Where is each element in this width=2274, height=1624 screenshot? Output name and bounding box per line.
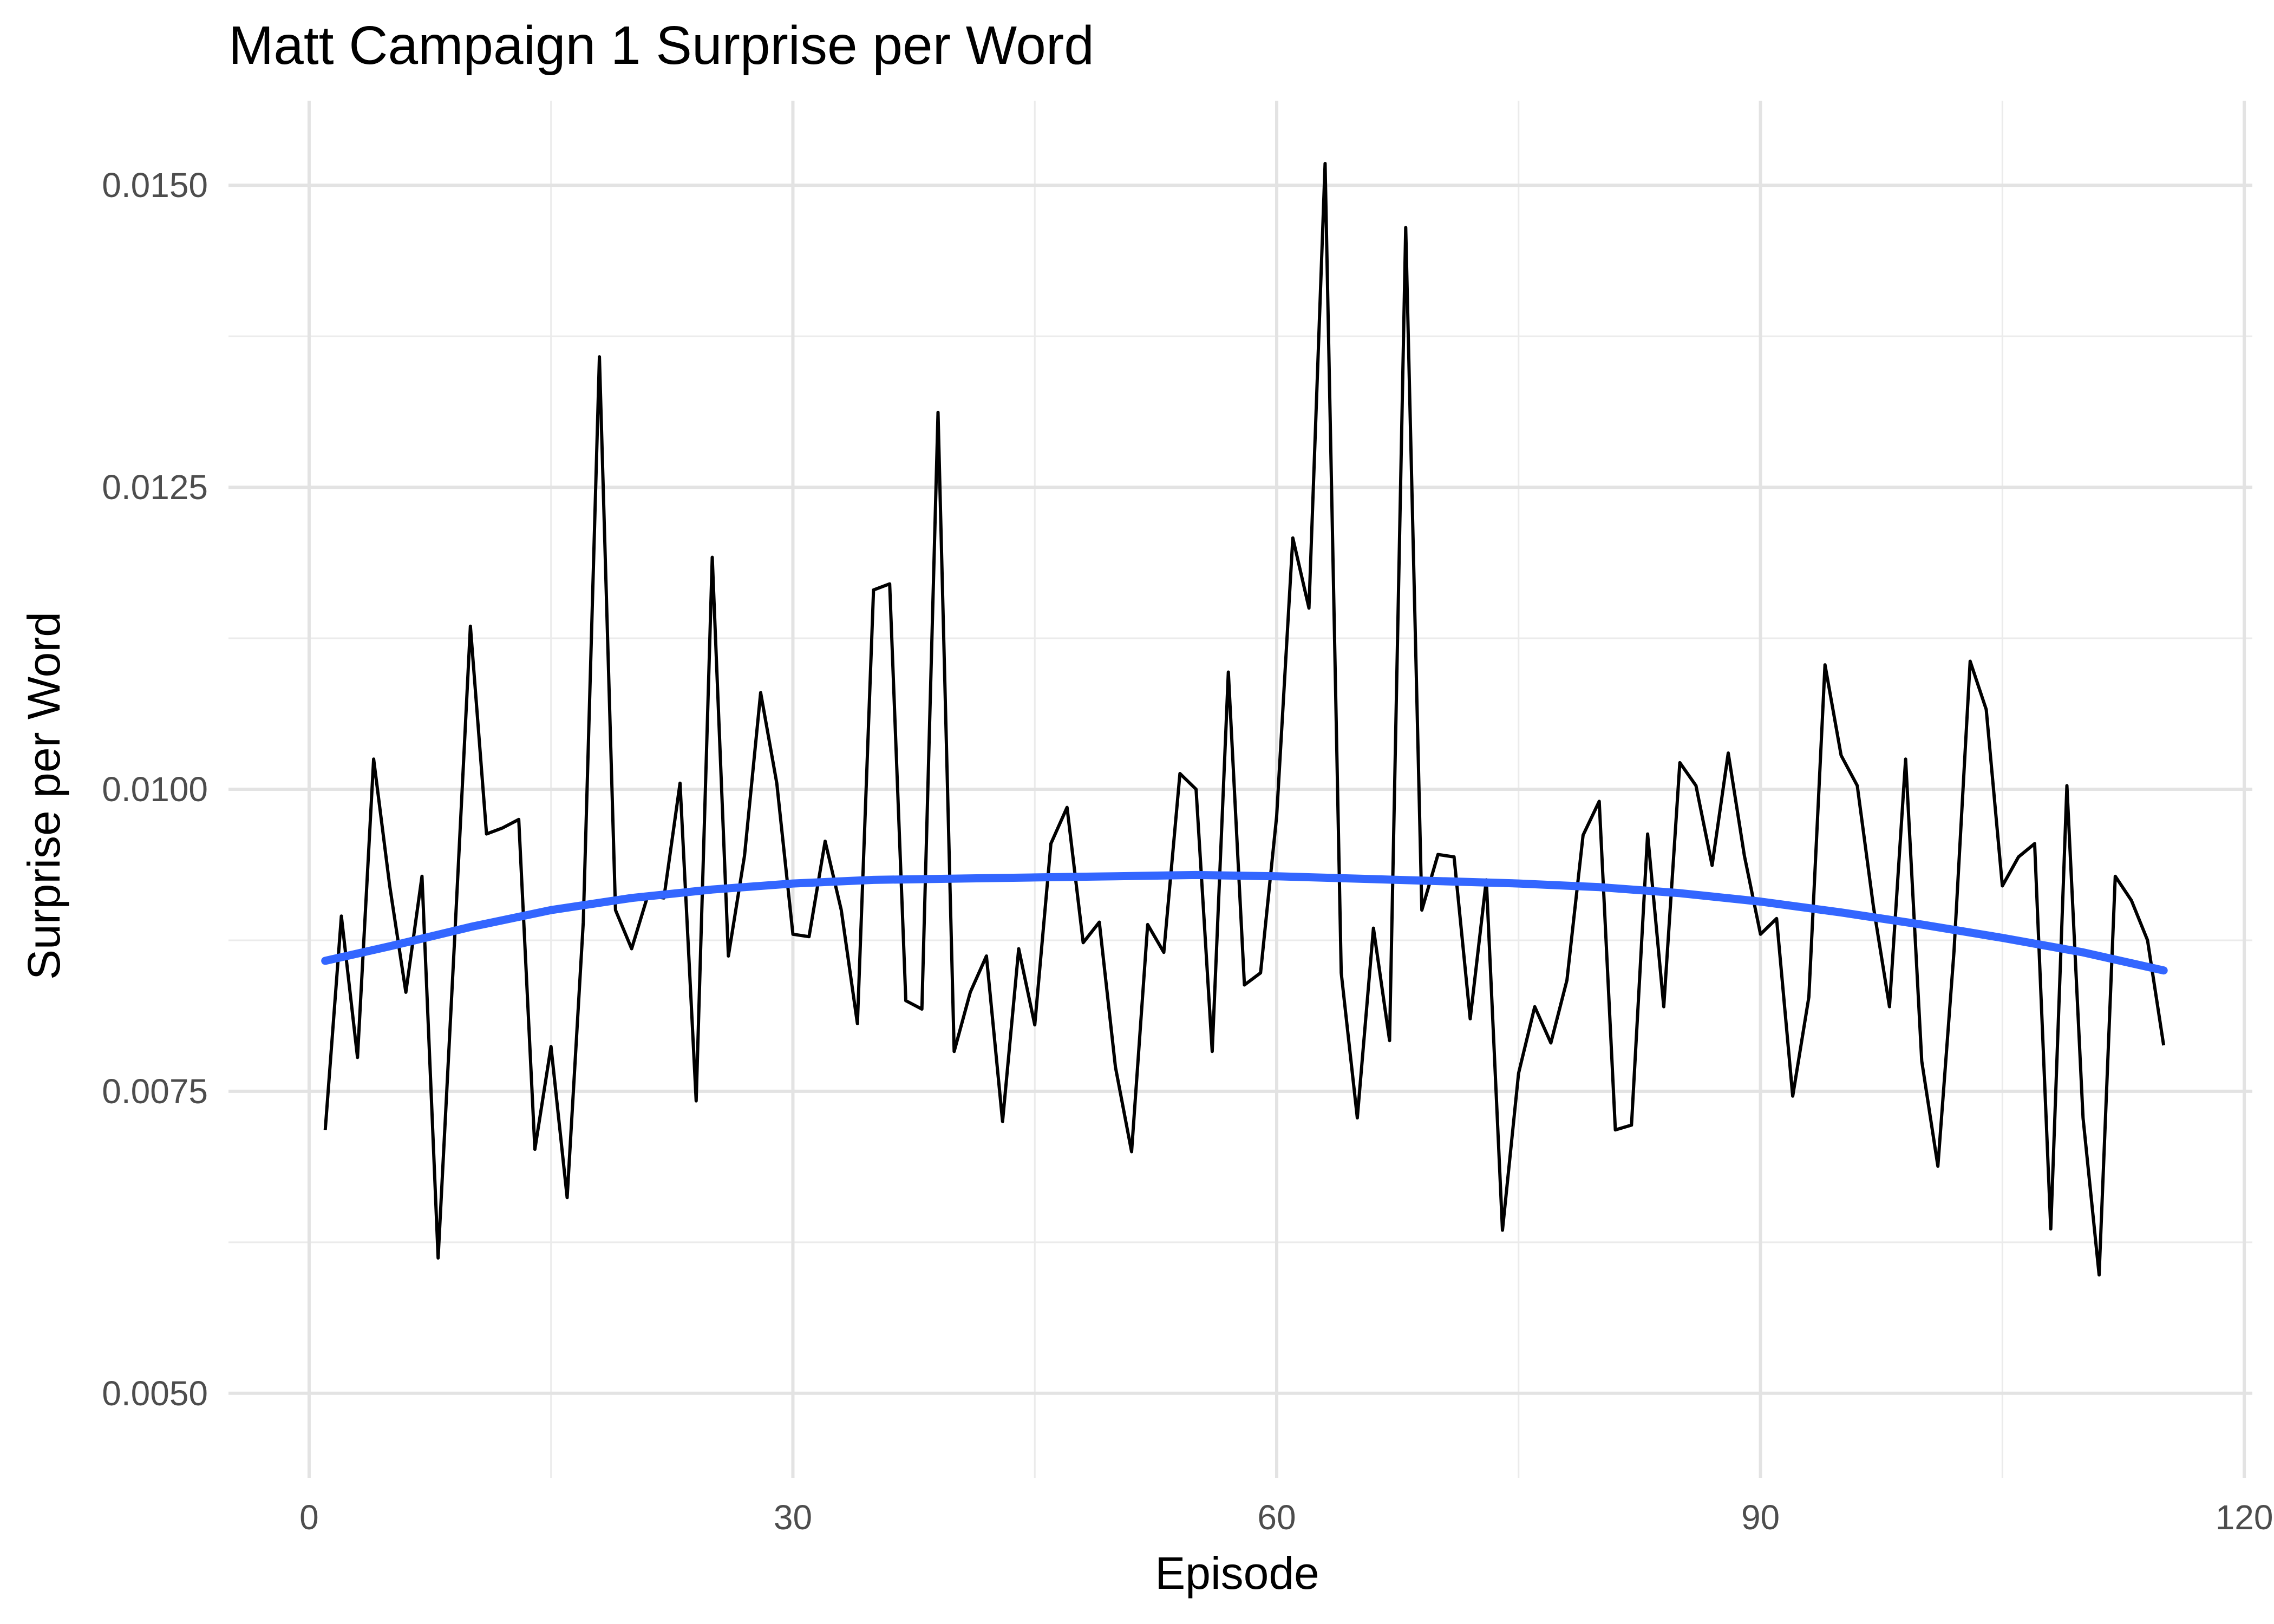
y-axis-label: Surprise per Word <box>18 612 69 980</box>
x-tick-label: 60 <box>1257 1498 1296 1537</box>
surprise-per-word-line <box>323 162 2166 1277</box>
tick-labels: 0 30 60 90 120 0.0050 0.0075 0.0100 0.0125 0.0150 <box>102 166 2273 1537</box>
major-gridlines <box>228 101 2252 1478</box>
y-tick-label: 0.0150 <box>102 166 208 205</box>
y-tick-label: 0.0100 <box>102 770 208 809</box>
chart-title: Matt Campaign 1 Surprise per Word <box>228 15 1094 76</box>
x-tick-label: 90 <box>1741 1498 1780 1537</box>
smoothed-trend-line <box>321 870 2168 975</box>
y-tick-label: 0.0075 <box>102 1072 208 1111</box>
x-tick-label: 30 <box>774 1498 812 1537</box>
x-tick-label: 120 <box>2216 1498 2273 1537</box>
series-layer <box>321 162 2168 1277</box>
y-tick-label: 0.0050 <box>102 1374 208 1413</box>
minor-gridlines <box>228 101 2252 1478</box>
x-tick-label: 0 <box>299 1498 319 1537</box>
y-tick-label: 0.0125 <box>102 468 208 507</box>
x-axis-label: Episode <box>1155 1548 1319 1599</box>
